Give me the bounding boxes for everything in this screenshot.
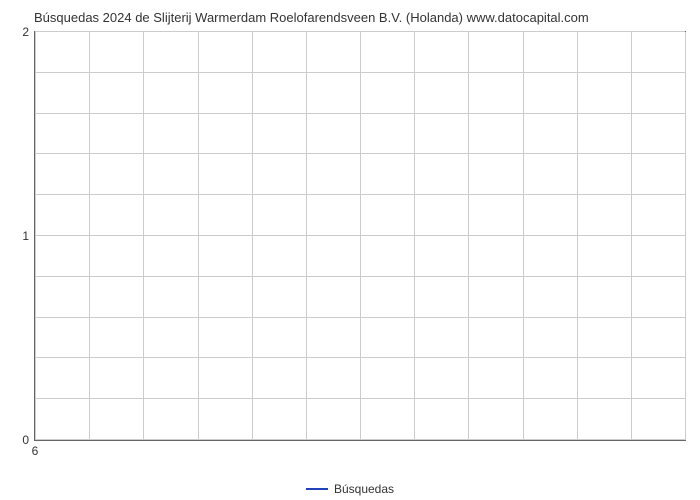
grid-line-v [360,32,361,440]
x-tick-label: 6 [32,440,39,458]
grid-line-v [631,32,632,440]
grid-line-v [468,32,469,440]
grid-line-v [523,32,524,440]
grid-line-v [577,32,578,440]
grid-line-v [685,32,686,440]
grid-line-v [143,32,144,440]
grid-line-v [306,32,307,440]
grid-line-v [414,32,415,440]
plot-area: 0126 [34,31,686,441]
grid-line-v [35,32,36,440]
grid-line-v [198,32,199,440]
legend: Búsquedas [306,482,394,496]
legend-label: Búsquedas [334,482,394,496]
chart-title: Búsquedas 2024 de Slijterij Warmerdam Ro… [34,10,686,25]
legend-swatch [306,488,328,490]
grid-line-v [252,32,253,440]
grid-line-v [89,32,90,440]
y-tick-label: 1 [22,229,35,243]
y-tick-label: 2 [22,25,35,39]
chart-container: Búsquedas 2024 de Slijterij Warmerdam Ro… [0,0,700,500]
plot-wrapper: 0126 [34,31,686,441]
